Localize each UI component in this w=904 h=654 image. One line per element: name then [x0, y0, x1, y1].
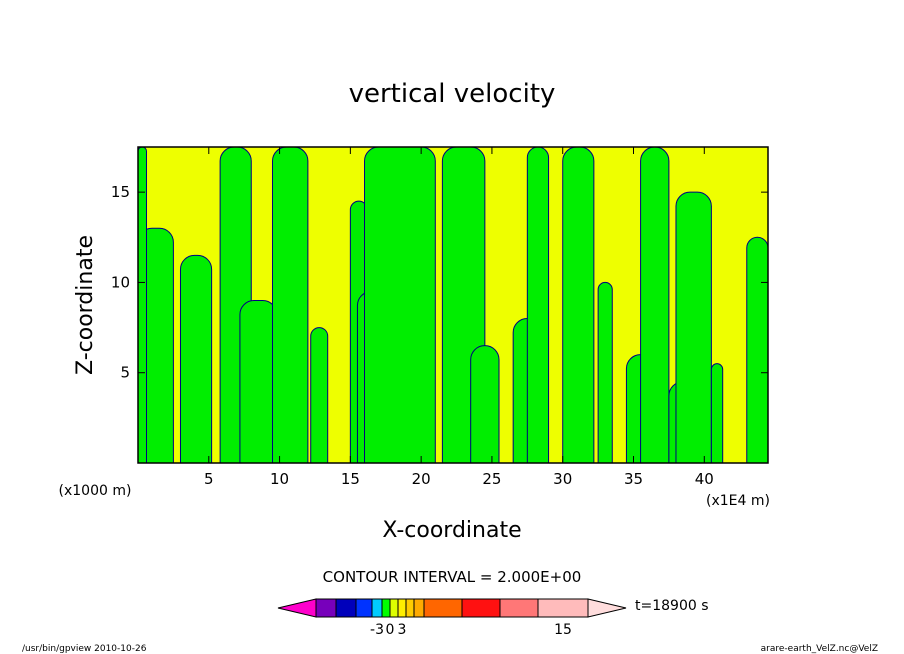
chart-title: vertical velocity — [349, 79, 556, 109]
x-axis-label: X-coordinate — [382, 518, 521, 543]
colorbar-cell-4 — [371, 598, 383, 618]
x-tick-label-25: 25 — [482, 470, 501, 488]
colorbar-cell-8 — [405, 598, 415, 618]
colorbar-cell-13 — [537, 598, 589, 618]
negative-region-14 — [562, 147, 595, 463]
negative-region-11 — [470, 345, 500, 463]
negative-region-1 — [138, 147, 147, 463]
negative-region-9 — [364, 147, 436, 463]
colorbar-ticks: -3 0 3 15 — [370, 622, 572, 638]
x-axis: 5 10 15 20 25 30 35 40 — [204, 147, 714, 488]
colorbar-title: CONTOUR INTERVAL = 2.000E+00 — [323, 568, 582, 586]
negative-region-21 — [746, 236, 768, 463]
x-tick-label-15: 15 — [341, 470, 360, 488]
y-tick-label-15: 15 — [111, 183, 130, 201]
negative-region-13 — [526, 147, 550, 463]
negative-region-17 — [640, 147, 670, 463]
colorbar-tick-label-15: 15 — [554, 622, 572, 638]
y-tick-label-5: 5 — [120, 364, 130, 382]
y-tick-label-10: 10 — [111, 273, 130, 291]
colorbar-cell-10 — [423, 598, 463, 618]
colorbar-cell-9 — [413, 598, 425, 618]
colorbar-cell-2 — [335, 598, 357, 618]
colorbar-tick-label--3: -3 — [370, 622, 384, 638]
colorbar-cell-6 — [389, 598, 399, 618]
footer-right: arare-earth_VelZ.nc@VelZ — [761, 644, 878, 654]
x-tick-label-10: 10 — [270, 470, 289, 488]
x-unit-label: (x1000 m) — [59, 483, 132, 499]
negative-region-5 — [271, 147, 309, 463]
colorbar-tick-label-0: 0 — [386, 622, 395, 638]
colorbar — [277, 598, 627, 618]
x-tick-label-20: 20 — [412, 470, 431, 488]
plot-frame — [137, 146, 769, 464]
colorbar-cell-0 — [277, 598, 317, 618]
negative-region-15 — [597, 281, 613, 463]
x-tick-label-40: 40 — [695, 470, 714, 488]
colorbar-cell-7 — [397, 598, 407, 618]
colorbar-tick-label-3: 3 — [398, 622, 407, 638]
negative-regions — [138, 147, 768, 463]
footer-left: /usr/bin/gpview 2010-10-26 — [22, 644, 147, 654]
negative-region-2 — [179, 254, 213, 463]
colorbar-cell-14 — [587, 598, 627, 618]
colorbar-cell-5 — [381, 598, 391, 618]
negative-region-20 — [710, 363, 724, 463]
x-tick-label-30: 30 — [553, 470, 572, 488]
x-tick-label-5: 5 — [204, 470, 214, 488]
x-scale-label: (x1E4 m) — [706, 493, 770, 509]
negative-region-19 — [675, 191, 712, 463]
colorbar-cell-11 — [461, 598, 501, 618]
colorbar-cell-12 — [499, 598, 539, 618]
y-axis-label: Z-coordinate — [73, 235, 98, 375]
negative-region-4 — [239, 299, 278, 463]
x-tick-label-35: 35 — [624, 470, 643, 488]
colorbar-time-label: t=18900 s — [635, 598, 709, 614]
colorbar-cell-3 — [355, 598, 373, 618]
colorbar-cell-1 — [315, 598, 337, 618]
y-axis: 5 10 15 — [111, 183, 768, 382]
negative-region-6 — [310, 327, 329, 463]
